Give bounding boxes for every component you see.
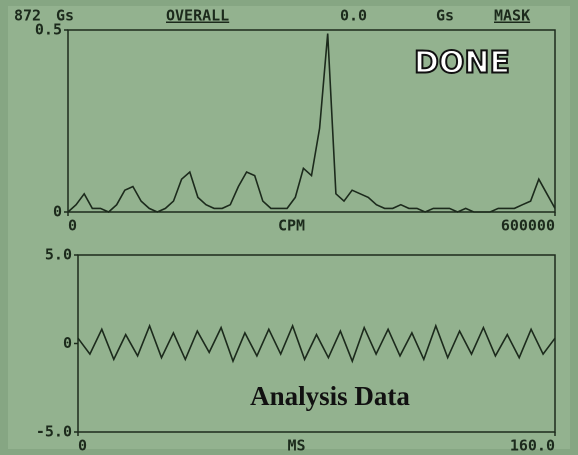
y-tick-label: -5.0 [36, 423, 72, 441]
x-axis-label: CPM [278, 217, 305, 235]
x-tick-label: 600000 [501, 217, 555, 235]
y-tick-label: 5.0 [45, 246, 72, 264]
status: DONE [414, 46, 510, 81]
y-tick-label: 0 [63, 334, 72, 352]
mask: MASK [494, 7, 530, 25]
x-axis-label: MS [287, 437, 305, 455]
y-tick-label: 0.5 [35, 21, 62, 39]
overall-value: 0.0 [340, 7, 367, 25]
annotation: Analysis Data [250, 381, 410, 411]
y-tick-label: 0 [53, 203, 62, 221]
x-tick-label: 0 [68, 217, 77, 235]
mode: OVERALL [166, 7, 229, 25]
x-tick-label: 160.0 [510, 437, 555, 455]
device-screen: 872 Gs OVERALL 0.0 Gs MASK DONE 00.50600… [0, 0, 578, 455]
x-tick-label: 0 [78, 437, 87, 455]
overall-unit: Gs [436, 7, 454, 25]
